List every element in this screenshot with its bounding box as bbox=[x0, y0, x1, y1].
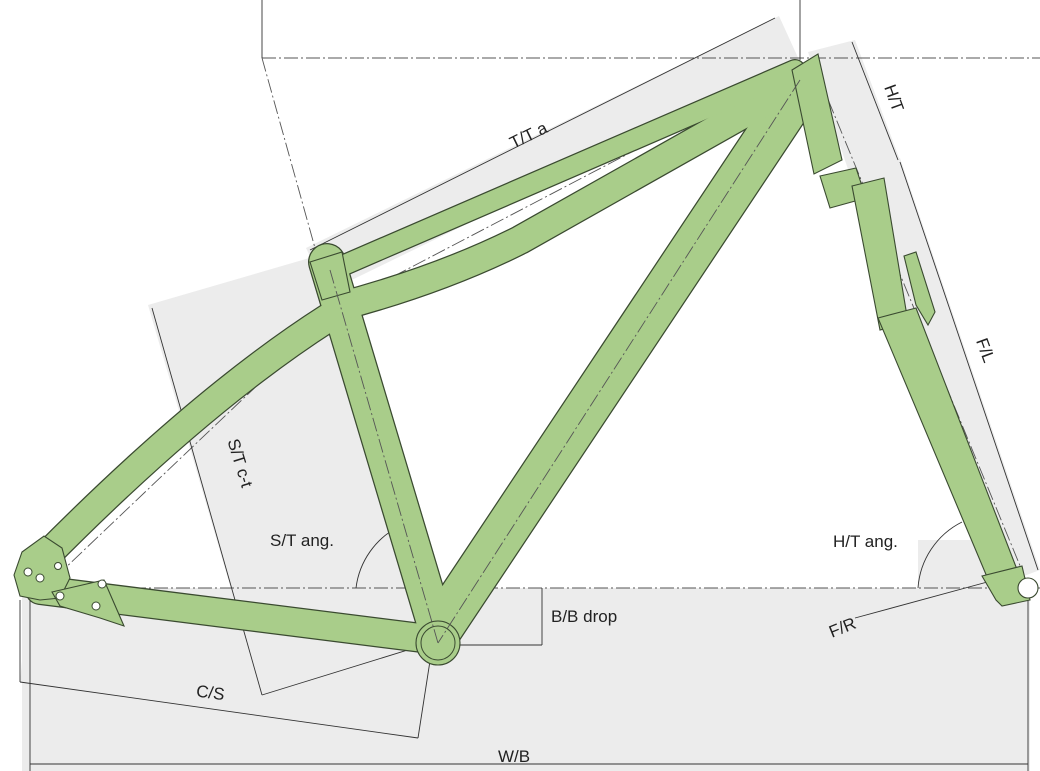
fork-arch bbox=[903, 251, 936, 327]
head-tube-dim-area bbox=[808, 40, 900, 175]
label-wheelbase: W/B bbox=[498, 747, 530, 766]
head-tube bbox=[791, 53, 843, 175]
frame bbox=[13, 53, 1039, 666]
label-fork-length: F/L bbox=[972, 336, 998, 366]
label-seat-tube-angle: S/T ang. bbox=[270, 531, 334, 550]
seat-tube-top bbox=[309, 251, 351, 301]
label-head-tube: H/T bbox=[880, 82, 907, 114]
fork-length-dim-area bbox=[855, 158, 1040, 585]
seat-tube-dim-area bbox=[148, 252, 440, 695]
fork-dropout bbox=[981, 565, 1031, 607]
label-bb-drop: B/B drop bbox=[551, 607, 617, 626]
dimension-labels: T/T a H/T F/L S/T c-t S/T ang. H/T ang. … bbox=[195, 82, 998, 766]
label-head-tube-angle: H/T ang. bbox=[833, 532, 898, 551]
rear-dropout bbox=[13, 535, 71, 601]
brake-mount bbox=[51, 579, 125, 627]
label-chainstay: C/S bbox=[195, 681, 226, 704]
